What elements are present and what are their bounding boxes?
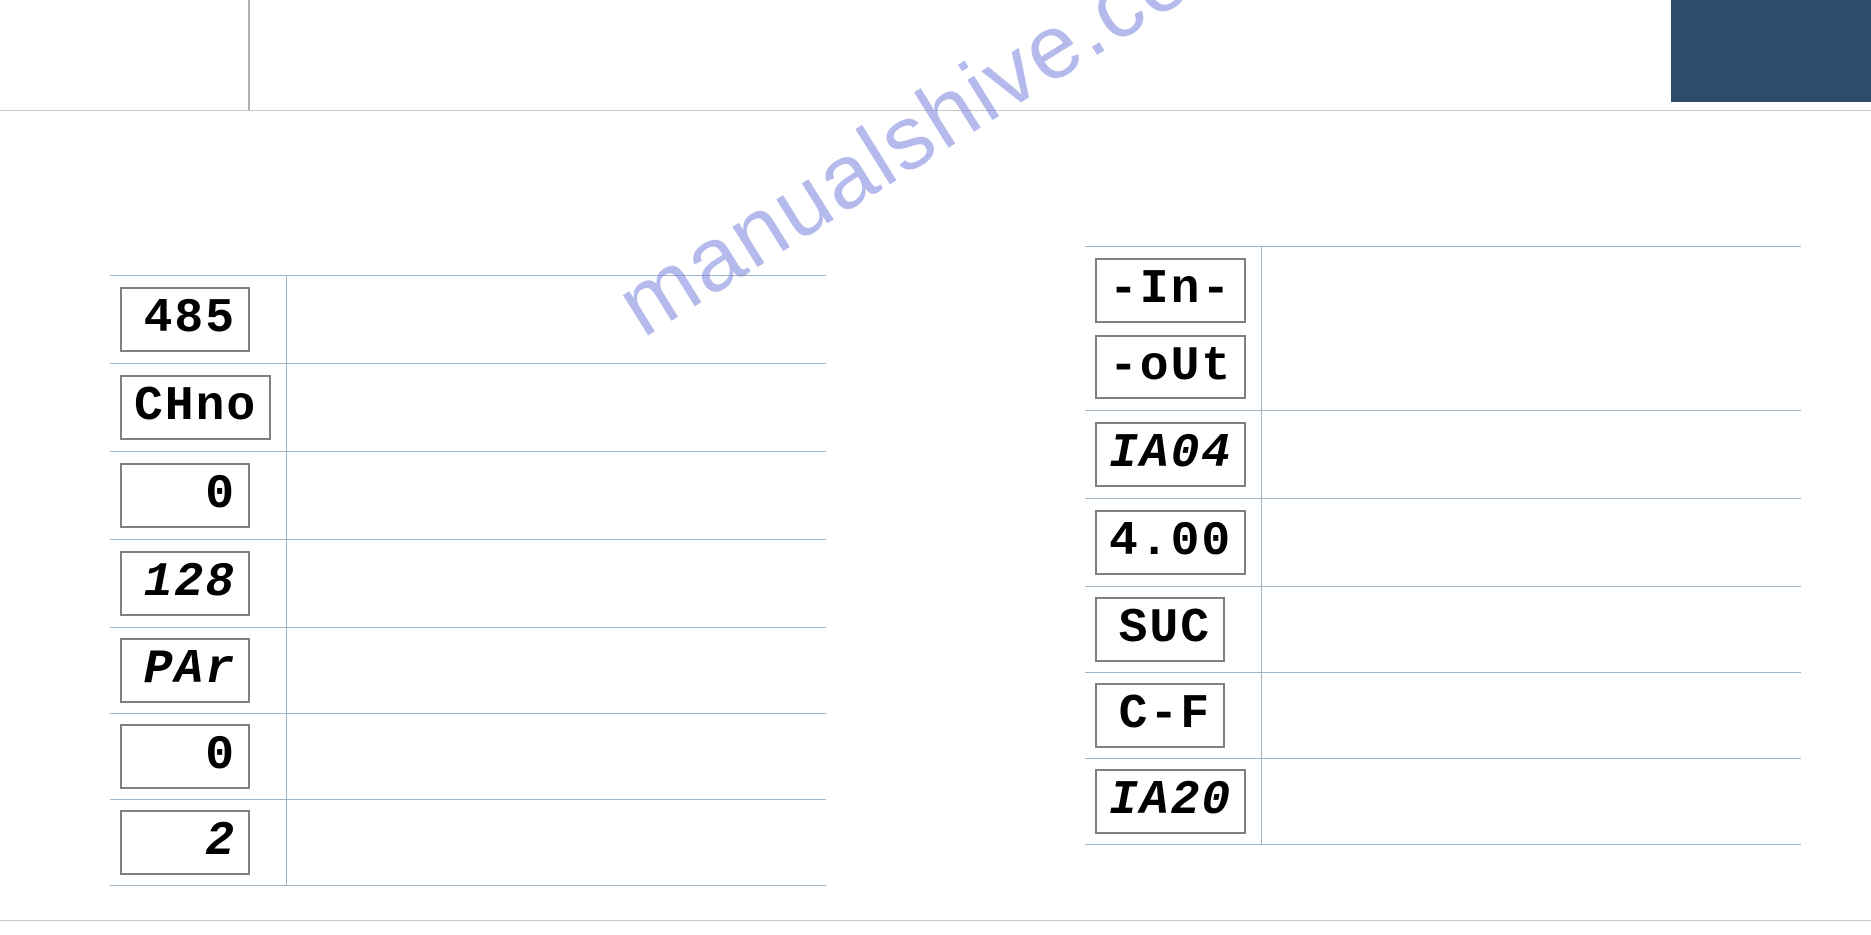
left-table-desc-cell — [286, 714, 826, 800]
lcd-display: 0 — [120, 463, 250, 528]
right-table-desc-cell — [1261, 587, 1801, 673]
left-table-desc-cell — [286, 364, 826, 452]
left-table: 485 CHno 0 128 PAr 0 2 — [110, 275, 826, 886]
left-table-row: CHno — [110, 364, 826, 452]
left-table-lcd-cell: CHno — [110, 364, 286, 452]
right-table-lcd-cell: IA04 — [1085, 411, 1261, 499]
left-table-desc-cell — [286, 628, 826, 714]
right-table-row: IA20 — [1085, 759, 1801, 845]
left-table-row: 2 — [110, 800, 826, 886]
lcd-display: 485 — [120, 287, 250, 352]
right-table: -In- -oUt IA04 4.00 SUC C-F IA20 — [1085, 246, 1801, 845]
lcd-display: IA20 — [1095, 769, 1246, 834]
left-table-desc-cell — [286, 276, 826, 364]
right-table-desc-cell — [1261, 499, 1801, 587]
left-table-lcd-cell: PAr — [110, 628, 286, 714]
right-table-desc-cell — [1261, 673, 1801, 759]
left-table-desc-cell — [286, 452, 826, 540]
right-table-row: C-F — [1085, 673, 1801, 759]
footer-line — [0, 920, 1871, 921]
left-table-lcd-cell: 0 — [110, 714, 286, 800]
right-table-row: SUC — [1085, 587, 1801, 673]
right-table-row: -In- -oUt — [1085, 247, 1801, 411]
left-table-lcd-cell: 485 — [110, 276, 286, 364]
right-table-lcd-cell: C-F — [1085, 673, 1261, 759]
corner-block — [1671, 0, 1871, 102]
left-table-lcd-cell: 0 — [110, 452, 286, 540]
lcd-display: IA04 — [1095, 422, 1246, 487]
right-table-lcd-cell: SUC — [1085, 587, 1261, 673]
left-table-row: 485 — [110, 276, 826, 364]
header-divider — [248, 0, 250, 110]
lcd-display: 4.00 — [1095, 510, 1246, 575]
left-table-lcd-cell: 128 — [110, 540, 286, 628]
right-table-desc-cell — [1261, 247, 1801, 411]
lcd-display: 2 — [120, 810, 250, 875]
header-line — [0, 110, 1871, 111]
lcd-display: SUC — [1095, 597, 1225, 662]
left-table-desc-cell — [286, 540, 826, 628]
lcd-display: -In- — [1095, 258, 1246, 323]
lcd-display: C-F — [1095, 683, 1225, 748]
left-table-row: PAr — [110, 628, 826, 714]
right-table-desc-cell — [1261, 411, 1801, 499]
right-table-lcd-cell: -In- -oUt — [1085, 247, 1261, 411]
left-table-row: 128 — [110, 540, 826, 628]
right-table-lcd-cell: 4.00 — [1085, 499, 1261, 587]
right-table-lcd-cell: IA20 — [1085, 759, 1261, 845]
left-table-row: 0 — [110, 452, 826, 540]
lcd-display: -oUt — [1095, 335, 1246, 400]
right-table-desc-cell — [1261, 759, 1801, 845]
left-table-lcd-cell: 2 — [110, 800, 286, 886]
lcd-display: PAr — [120, 638, 250, 703]
right-table-row: 4.00 — [1085, 499, 1801, 587]
lcd-display: 128 — [120, 551, 250, 616]
left-table-row: 0 — [110, 714, 826, 800]
left-table-desc-cell — [286, 800, 826, 886]
lcd-display: 0 — [120, 724, 250, 789]
right-table-row: IA04 — [1085, 411, 1801, 499]
lcd-display: CHno — [120, 375, 271, 440]
